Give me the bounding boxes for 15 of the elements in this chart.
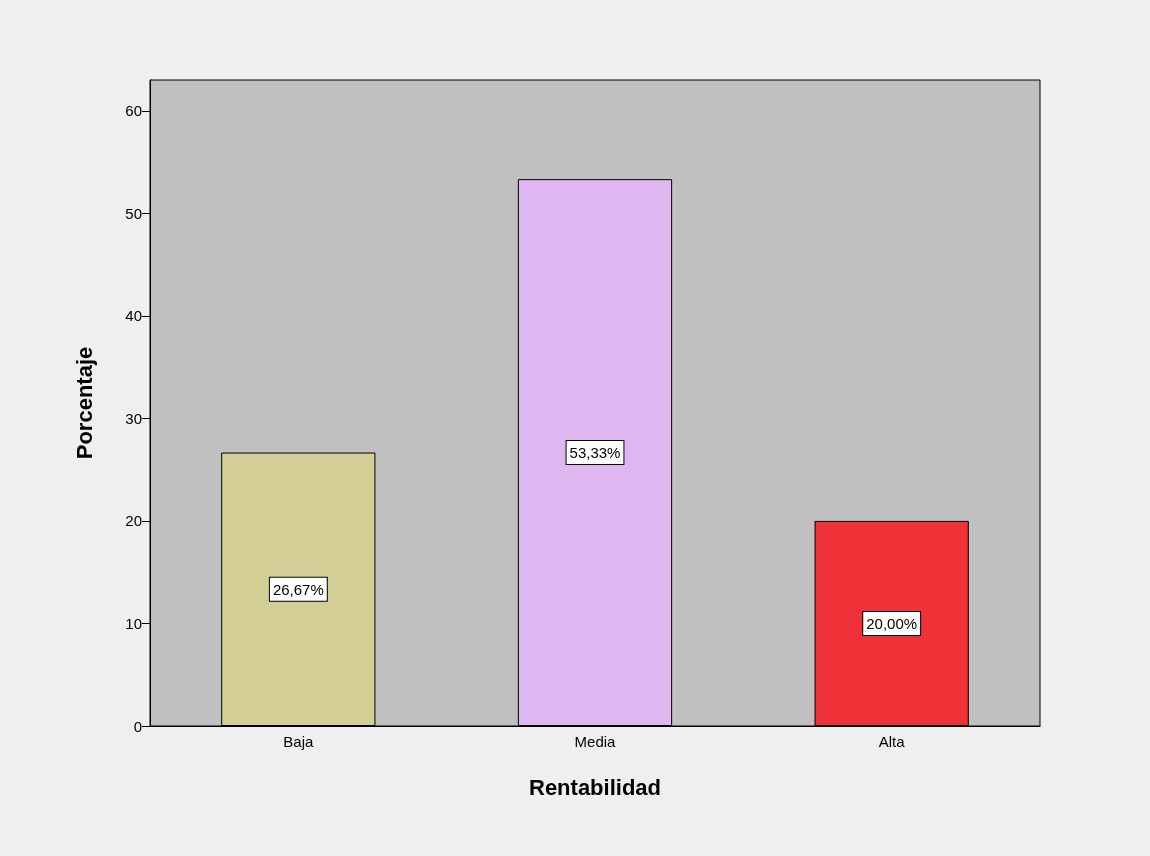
y-tick-label: 60 bbox=[125, 102, 142, 120]
y-axis-title: Porcentaje bbox=[71, 346, 97, 460]
data-label: 53,33% bbox=[569, 444, 621, 462]
data-label: 20,00% bbox=[866, 614, 918, 632]
x-tick-label: Baja bbox=[283, 733, 314, 750]
y-tick-label: 40 bbox=[125, 307, 142, 325]
x-tick-label: Alta bbox=[878, 733, 906, 750]
y-tick-label: 50 bbox=[125, 204, 142, 222]
y-tick-label: 0 bbox=[133, 717, 142, 735]
y-tick-label: 10 bbox=[125, 614, 142, 632]
y-tick-label: 30 bbox=[125, 409, 142, 427]
y-tick-label: 20 bbox=[125, 512, 142, 530]
x-tick-label: Media bbox=[574, 733, 617, 750]
x-axis-title: Rentabilidad bbox=[528, 774, 662, 800]
data-label: 26,67% bbox=[272, 580, 324, 598]
